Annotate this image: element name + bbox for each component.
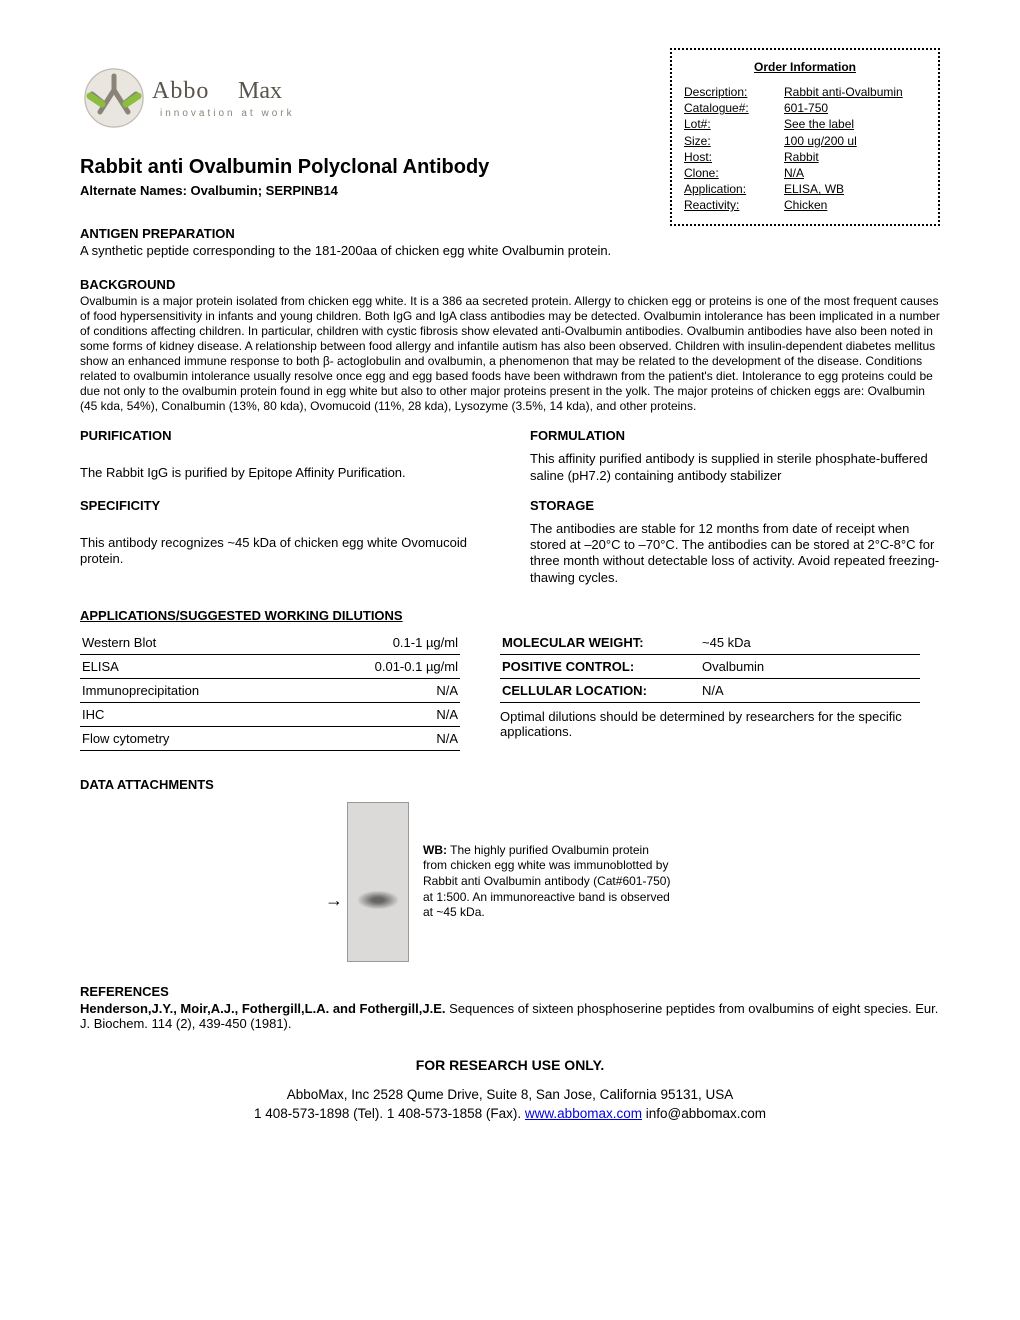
prop-value: N/A bbox=[700, 678, 920, 702]
footer-phone: 1 408-573-1898 (Tel). 1 408-573-1858 (Fa… bbox=[254, 1106, 525, 1121]
order-value: N/A bbox=[784, 165, 804, 181]
app-name: Immunoprecipitation bbox=[80, 678, 301, 702]
order-value: Rabbit bbox=[784, 149, 819, 165]
properties-table: MOLECULAR WEIGHT:~45 kDa POSITIVE CONTRO… bbox=[500, 631, 920, 703]
table-row: ELISA0.01-0.1 µg/ml bbox=[80, 654, 460, 678]
antigen-prep-text: A synthetic peptide corresponding to the… bbox=[80, 243, 940, 259]
table-row: Flow cytometryN/A bbox=[80, 726, 460, 750]
abbomax-logo-icon: Abbo Max innovation at work bbox=[80, 58, 340, 138]
order-label: Catalogue#: bbox=[684, 100, 784, 116]
background-text: Ovalbumin is a major protein isolated fr… bbox=[80, 294, 940, 414]
specificity-heading: SPECIFICITY bbox=[80, 498, 490, 513]
table-row: CELLULAR LOCATION:N/A bbox=[500, 678, 920, 702]
footer-website-link[interactable]: www.abbomax.com bbox=[525, 1106, 642, 1121]
storage-text: The antibodies are stable for 12 months … bbox=[530, 521, 940, 586]
footer-email: info@abbomax.com bbox=[646, 1106, 766, 1121]
formulation-heading: FORMULATION bbox=[530, 428, 940, 443]
references-heading: REFERENCES bbox=[80, 984, 940, 999]
app-value: 0.1-1 µg/ml bbox=[301, 631, 460, 655]
order-label: Application: bbox=[684, 181, 784, 197]
order-value: See the label bbox=[784, 116, 854, 132]
order-value: Rabbit anti-Ovalbumin bbox=[784, 84, 903, 100]
prop-name: POSITIVE CONTROL: bbox=[500, 654, 700, 678]
footer: AbboMax, Inc 2528 Qume Drive, Suite 8, S… bbox=[80, 1085, 940, 1124]
app-name: ELISA bbox=[80, 654, 301, 678]
prop-name: MOLECULAR WEIGHT: bbox=[500, 631, 700, 655]
product-title: Rabbit anti Ovalbumin Polyclonal Antibod… bbox=[80, 156, 640, 179]
order-value: 100 ug/200 ul bbox=[784, 133, 857, 149]
app-name: IHC bbox=[80, 702, 301, 726]
footer-address: AbboMax, Inc 2528 Qume Drive, Suite 8, S… bbox=[80, 1085, 940, 1105]
table-row: POSITIVE CONTROL:Ovalbumin bbox=[500, 654, 920, 678]
table-row: ImmunoprecipitationN/A bbox=[80, 678, 460, 702]
specificity-text: This antibody recognizes ~45 kDa of chic… bbox=[80, 535, 490, 568]
app-value: N/A bbox=[301, 726, 460, 750]
table-row: MOLECULAR WEIGHT:~45 kDa bbox=[500, 631, 920, 655]
applications-heading: APPLICATIONS/SUGGESTED WORKING DILUTIONS bbox=[80, 608, 940, 623]
svg-text:Max: Max bbox=[238, 78, 282, 104]
order-label: Lot#: bbox=[684, 116, 784, 132]
company-logo: Abbo Max innovation at work bbox=[80, 58, 380, 141]
app-value: N/A bbox=[301, 702, 460, 726]
app-name: Flow cytometry bbox=[80, 726, 301, 750]
antigen-prep-heading: ANTIGEN PREPARATION bbox=[80, 226, 940, 241]
alternate-names: Alternate Names: Ovalbumin; SERPINB14 bbox=[80, 183, 640, 198]
wb-caption-text: The highly purified Ovalbumin protein fr… bbox=[423, 843, 670, 919]
research-use-only: FOR RESEARCH USE ONLY. bbox=[80, 1057, 940, 1073]
app-name: Western Blot bbox=[80, 631, 301, 655]
optimal-dilutions-note: Optimal dilutions should be determined b… bbox=[500, 709, 940, 739]
order-value: ELISA, WB bbox=[784, 181, 844, 197]
data-attachments-heading: DATA ATTACHMENTS bbox=[80, 777, 940, 792]
order-label: Reactivity: bbox=[684, 197, 784, 213]
svg-text:innovation at work: innovation at work bbox=[160, 108, 295, 119]
svg-text:Abbo: Abbo bbox=[152, 78, 209, 104]
reference-entry: Henderson,J.Y., Moir,A.J., Fothergill,L.… bbox=[80, 1001, 940, 1031]
order-value: Chicken bbox=[784, 197, 827, 213]
order-value: 601-750 bbox=[784, 100, 828, 116]
prop-value: ~45 kDa bbox=[700, 631, 920, 655]
wb-caption: WB: The highly purified Ovalbumin protei… bbox=[423, 843, 673, 921]
applications-table: Western Blot0.1-1 µg/ml ELISA0.01-0.1 µg… bbox=[80, 631, 460, 751]
storage-heading: STORAGE bbox=[530, 498, 940, 513]
table-row: IHCN/A bbox=[80, 702, 460, 726]
prop-value: Ovalbumin bbox=[700, 654, 920, 678]
purification-text: The Rabbit IgG is purified by Epitope Af… bbox=[80, 465, 490, 481]
western-blot-image bbox=[347, 802, 409, 962]
order-label: Clone: bbox=[684, 165, 784, 181]
wb-label: WB: bbox=[423, 843, 447, 857]
prop-name: CELLULAR LOCATION: bbox=[500, 678, 700, 702]
order-label: Host: bbox=[684, 149, 784, 165]
app-value: 0.01-0.1 µg/ml bbox=[301, 654, 460, 678]
background-heading: BACKGROUND bbox=[80, 277, 940, 292]
arrow-icon: → bbox=[325, 890, 343, 911]
order-label: Size: bbox=[684, 133, 784, 149]
order-label: Description: bbox=[684, 84, 784, 100]
purification-heading: PURIFICATION bbox=[80, 428, 490, 443]
app-value: N/A bbox=[301, 678, 460, 702]
order-information-box: Order Information Description:Rabbit ant… bbox=[670, 48, 940, 226]
reference-authors: Henderson,J.Y., Moir,A.J., Fothergill,L.… bbox=[80, 1001, 446, 1016]
table-row: Western Blot0.1-1 µg/ml bbox=[80, 631, 460, 655]
order-info-heading: Order Information bbox=[684, 60, 926, 74]
formulation-text: This affinity purified antibody is suppl… bbox=[530, 451, 940, 484]
